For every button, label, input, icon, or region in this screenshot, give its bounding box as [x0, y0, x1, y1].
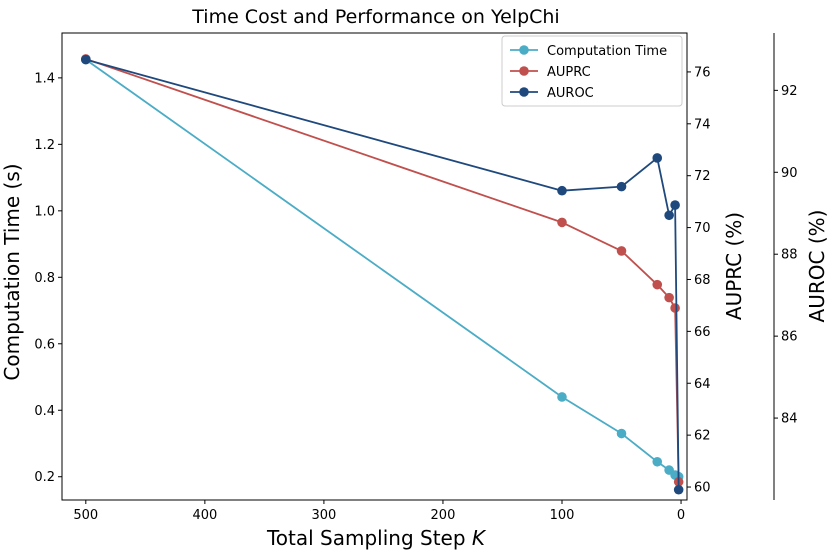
legend-label-auroc: AUROC	[547, 86, 594, 101]
data-point-auprc	[652, 279, 663, 290]
y-right1-tick-label: 72	[694, 169, 711, 184]
legend-entry-computation-time: Computation Time	[510, 44, 667, 59]
y-left-tick-label: 0.4	[34, 404, 55, 419]
y-right1-tick-label: 70	[694, 221, 711, 236]
data-point-auroc	[81, 54, 91, 65]
legend-label-auprc: AUPRC	[547, 65, 591, 80]
data-point-computation-time	[652, 456, 663, 467]
data-point-auroc	[652, 153, 663, 163]
plot-frame	[61, 32, 688, 501]
data-point-auroc	[664, 210, 674, 221]
y-left-tick-label: 0.2	[34, 470, 55, 485]
x-axis-title: Total Sampling Step K	[266, 526, 487, 550]
y-left-tick-label: 0.8	[34, 271, 55, 286]
y-right1-tick-label: 60	[694, 481, 711, 496]
data-point-auprc	[664, 292, 674, 303]
y-left-tick-label: 1.4	[34, 71, 55, 86]
y-right1-tick-label: 62	[694, 429, 711, 444]
y-left-tick-label: 1.0	[34, 204, 55, 219]
legend-marker-auroc	[519, 87, 529, 97]
data-point-auprc	[616, 246, 627, 256]
data-point-auroc	[616, 181, 627, 192]
data-point-auroc	[557, 185, 567, 196]
chart-title: Time Cost and Performance on YelpChi	[191, 6, 559, 28]
y-left-tick-label: 1.2	[34, 138, 55, 153]
data-point-auprc	[557, 217, 567, 228]
axes-layer: 500 400 300 200 100 0 0.2 0.4 0.6 0.8 1.0 1.2 1.4 60 6…	[34, 32, 798, 523]
y-right1-tick-label: 68	[694, 273, 711, 288]
y-left-axis-title: Computation Time (s)	[0, 163, 24, 380]
y-right1-tick-label: 64	[694, 377, 711, 392]
y-right2-tick-label: 92	[781, 84, 798, 99]
y-right2-tick-label: 90	[781, 166, 798, 181]
x-tick-label: 300	[311, 508, 336, 523]
y-right1-tick-label: 74	[694, 117, 711, 132]
x-tick-label: 400	[192, 508, 217, 523]
legend-marker-computation-time	[519, 45, 529, 55]
data-point-computation-time	[616, 428, 627, 439]
y-right1-axis-title: AUPRC (%)	[722, 212, 746, 320]
y-left-tick-label: 0.6	[34, 337, 55, 352]
legend-entry-auroc: AUROC	[510, 86, 594, 101]
data-point-computation-time	[557, 392, 567, 402]
x-tick-label: 0	[677, 508, 685, 523]
y-right2-tick-label: 88	[781, 248, 798, 263]
legend-entry-auprc: AUPRC	[510, 65, 591, 80]
y-right1-tick-label: 76	[694, 65, 711, 80]
legend-box	[501, 35, 683, 107]
x-tick-label: 100	[550, 508, 575, 523]
x-axis-label: Total Sampling Step	[266, 526, 466, 550]
legend-label-computation-time: Computation Time	[547, 44, 667, 59]
data-point-auroc	[673, 484, 684, 495]
y-right2-tick-label: 86	[781, 330, 798, 345]
x-tick-label: 500	[73, 508, 98, 523]
data-point-auroc	[670, 200, 680, 210]
y-right2-tick-label: 84	[781, 412, 798, 427]
x-tick-label: 200	[431, 508, 456, 523]
data-point-auprc	[670, 303, 680, 313]
x-axis-variable: K	[472, 526, 487, 550]
legend-marker-auprc	[519, 66, 529, 76]
legend: Computation Time AUPRC AUROC	[501, 35, 683, 107]
y-right1-tick-label: 66	[694, 325, 711, 340]
series-line-auroc	[85, 58, 680, 490]
y-right2-axis-title: AUROC (%)	[805, 210, 829, 323]
series-line-computation-time	[85, 58, 680, 478]
series-layer	[81, 54, 684, 495]
